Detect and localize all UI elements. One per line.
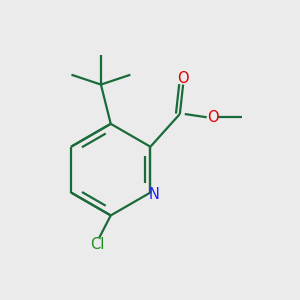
Text: O: O [207, 110, 218, 125]
Text: Cl: Cl [91, 237, 105, 252]
Text: O: O [177, 71, 189, 86]
Text: N: N [148, 187, 159, 202]
